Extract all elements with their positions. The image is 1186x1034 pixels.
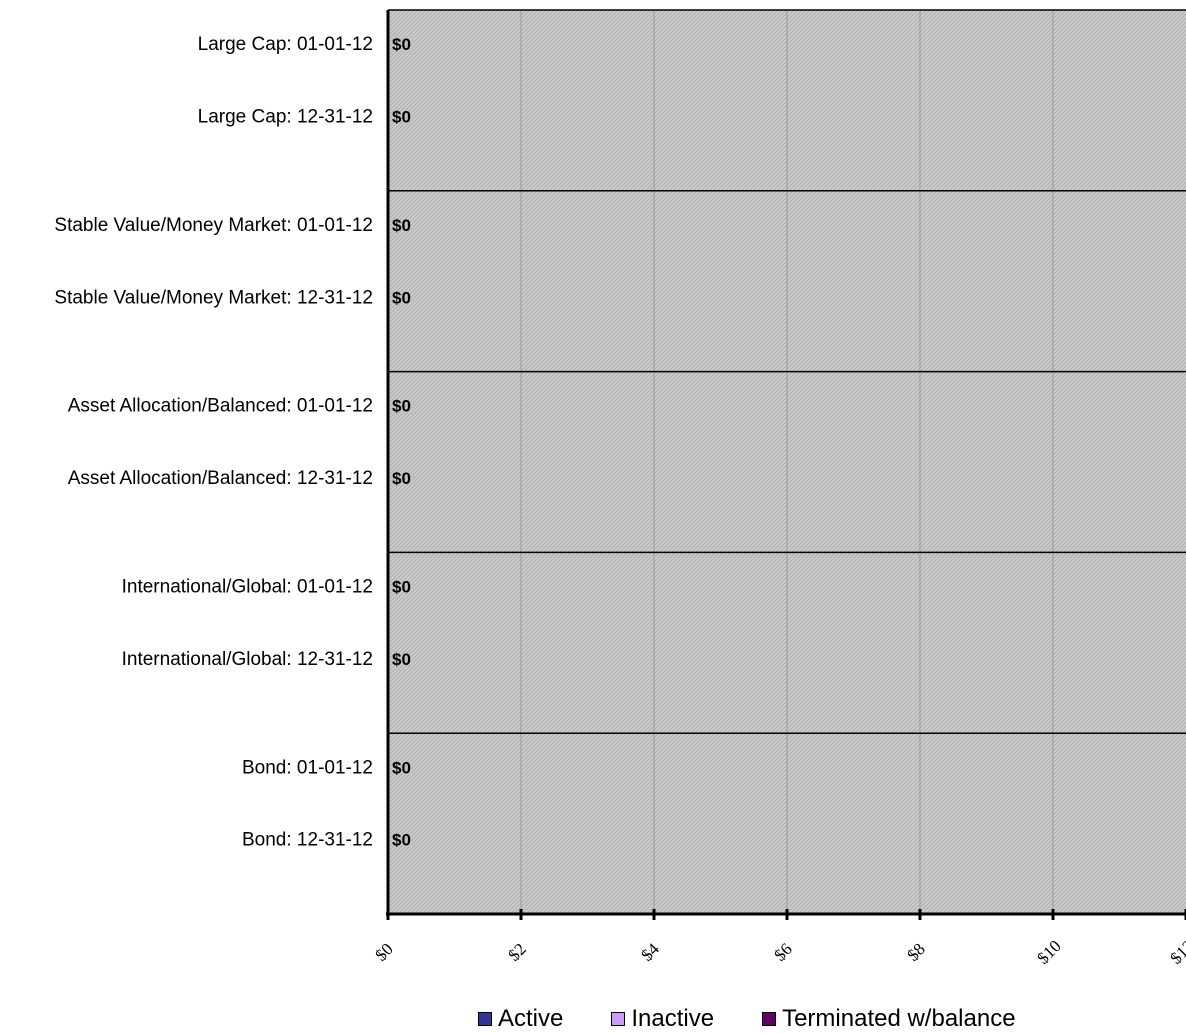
- category-label: Bond: 12-31-12: [242, 830, 373, 851]
- category-labels: Large Cap: 01-01-12 Large Cap: 12-31-12 St…: [54, 34, 373, 851]
- category-label: Asset Allocation/Balanced: 01-01-12: [68, 396, 373, 417]
- data-label: $0: [392, 469, 411, 488]
- category-label: Stable Value/Money Market: 01-01-12: [54, 215, 373, 236]
- x-tick-labels: $0 $2 $4 $6 $8 $10 $12: [371, 936, 1186, 967]
- category-label: Asset Allocation/Balanced: 12-31-12: [68, 468, 373, 489]
- data-label: $0: [392, 397, 411, 416]
- bar-chart: Large Cap: 01-01-12 Large Cap: 12-31-12 St…: [54, 9, 1186, 968]
- category-label: Large Cap: 01-01-12: [198, 34, 373, 55]
- category-label: Bond: 01-01-12: [242, 757, 373, 778]
- legend-item-active: Active: [478, 1004, 563, 1034]
- category-label: International/Global: 12-31-12: [122, 649, 373, 670]
- legend-swatch-active: [478, 1012, 492, 1026]
- legend-swatch-inactive: [611, 1012, 626, 1026]
- data-label: $0: [392, 650, 411, 669]
- data-label: $0: [392, 35, 411, 54]
- x-tick-label: $4: [637, 939, 663, 965]
- x-tick-label: $2: [504, 939, 529, 964]
- gridlines: [520, 10, 1054, 914]
- data-labels: $0 $0 $0 $0 $0 $0 $0 $0 $0 $0: [392, 35, 411, 850]
- data-label: $0: [392, 216, 411, 235]
- legend-item-terminated: Terminated w/balance: [762, 1004, 1016, 1034]
- legend-label-active: Active: [498, 1005, 564, 1032]
- x-tick-label: $12: [1166, 936, 1186, 967]
- legend: Active Inactive Terminated w/balance: [0, 1004, 1186, 1034]
- x-tick-label: $0: [371, 939, 396, 964]
- data-label: $0: [392, 758, 411, 777]
- legend-swatch-terminated: [762, 1012, 777, 1026]
- legend-item-inactive: Inactive: [611, 1004, 714, 1034]
- data-label: $0: [392, 288, 411, 307]
- legend-label-terminated: Terminated w/balance: [782, 1005, 1016, 1032]
- data-label: $0: [392, 831, 411, 850]
- x-tick-label: $6: [770, 939, 795, 964]
- data-label: $0: [392, 107, 411, 126]
- category-label: Stable Value/Money Market: 12-31-12: [54, 287, 373, 308]
- data-label: $0: [392, 578, 411, 597]
- axes: [386, 9, 1186, 920]
- x-tick-label: $10: [1033, 936, 1064, 967]
- x-tick-label: $8: [903, 939, 928, 964]
- legend-label-inactive: Inactive: [631, 1005, 715, 1032]
- group-separators: [388, 190, 1186, 734]
- category-label: International/Global: 01-01-12: [122, 577, 373, 598]
- category-label: Large Cap: 12-31-12: [198, 106, 373, 127]
